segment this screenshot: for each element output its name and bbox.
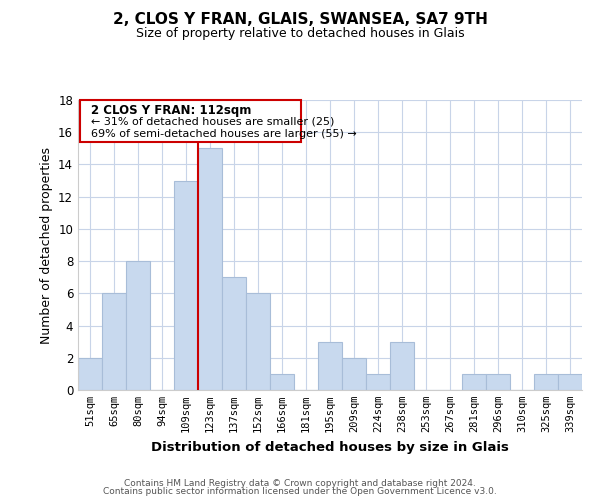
Text: 2 CLOS Y FRAN: 112sqm: 2 CLOS Y FRAN: 112sqm [91,104,251,117]
Bar [78,358,102,390]
Bar [462,374,486,390]
Text: Size of property relative to detached houses in Glais: Size of property relative to detached ho… [136,28,464,40]
Bar [558,374,582,390]
Bar [366,374,390,390]
Bar [246,294,270,390]
Bar [222,277,246,390]
Y-axis label: Number of detached properties: Number of detached properties [40,146,53,344]
Bar [102,294,126,390]
Bar [270,374,294,390]
Bar [80,100,301,142]
Bar [342,358,366,390]
Text: Contains HM Land Registry data © Crown copyright and database right 2024.: Contains HM Land Registry data © Crown c… [124,478,476,488]
Bar [390,342,414,390]
Bar [126,261,150,390]
Text: 69% of semi-detached houses are larger (55) →: 69% of semi-detached houses are larger (… [91,129,357,139]
Text: Contains public sector information licensed under the Open Government Licence v3: Contains public sector information licen… [103,487,497,496]
Bar [174,180,198,390]
X-axis label: Distribution of detached houses by size in Glais: Distribution of detached houses by size … [151,440,509,454]
Bar [198,148,222,390]
Text: 2, CLOS Y FRAN, GLAIS, SWANSEA, SA7 9TH: 2, CLOS Y FRAN, GLAIS, SWANSEA, SA7 9TH [113,12,487,28]
Text: ← 31% of detached houses are smaller (25): ← 31% of detached houses are smaller (25… [91,116,335,126]
Bar [318,342,342,390]
Bar [534,374,558,390]
Bar [486,374,510,390]
